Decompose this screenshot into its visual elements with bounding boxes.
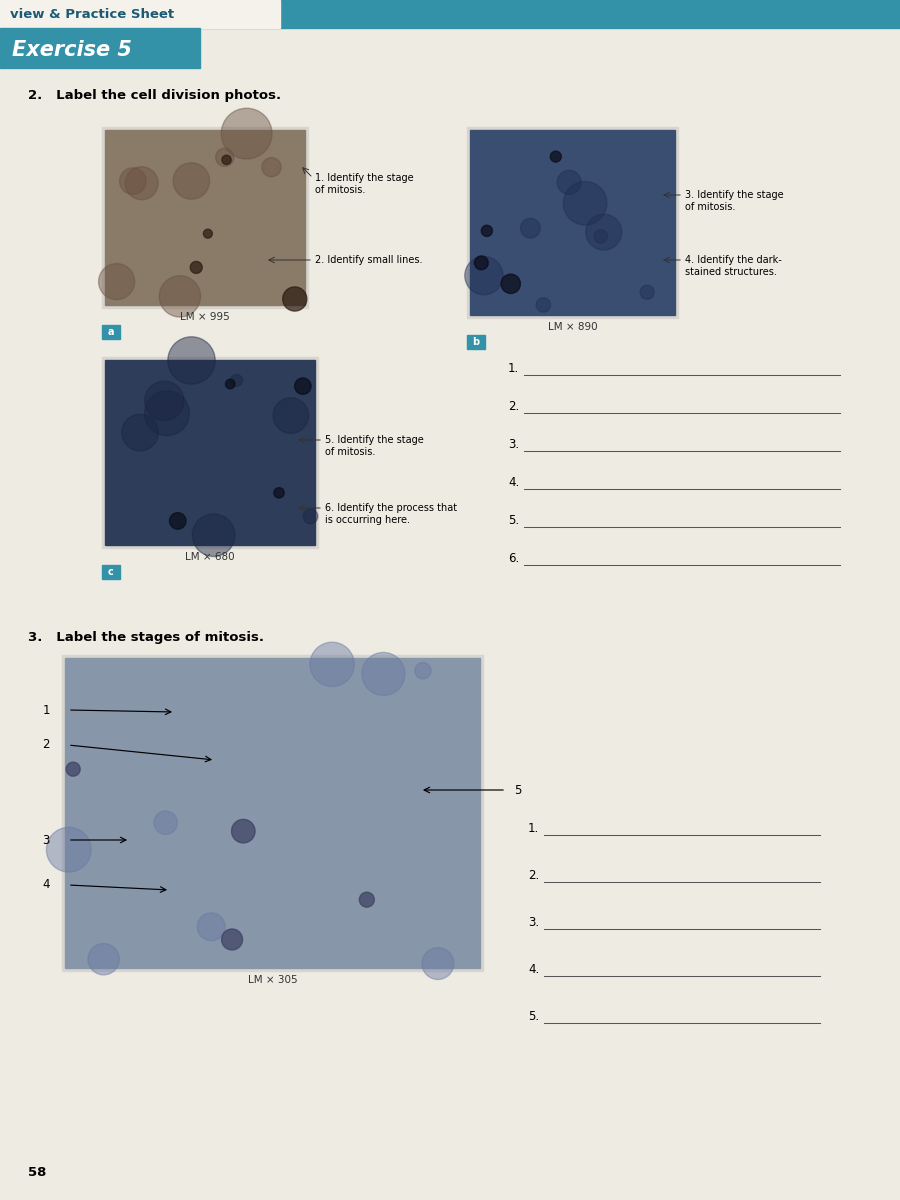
Bar bbox=[102, 358, 318, 548]
Bar bbox=[0, 28, 200, 68]
Circle shape bbox=[221, 108, 272, 160]
Circle shape bbox=[274, 487, 284, 498]
Text: 4: 4 bbox=[42, 878, 50, 892]
Text: LM × 680: LM × 680 bbox=[185, 552, 235, 562]
Text: Exercise 5: Exercise 5 bbox=[12, 40, 132, 60]
Circle shape bbox=[359, 892, 374, 907]
Circle shape bbox=[216, 148, 234, 167]
Text: view & Practice Sheet: view & Practice Sheet bbox=[10, 7, 174, 20]
Circle shape bbox=[120, 168, 146, 194]
Text: a: a bbox=[108, 326, 114, 337]
Circle shape bbox=[474, 256, 488, 270]
Circle shape bbox=[294, 378, 311, 395]
Circle shape bbox=[362, 653, 405, 696]
Text: 5.: 5. bbox=[528, 1010, 539, 1022]
Circle shape bbox=[557, 170, 581, 194]
Circle shape bbox=[167, 337, 215, 384]
Bar bbox=[105, 360, 315, 545]
Bar bbox=[470, 130, 675, 314]
Text: 2: 2 bbox=[42, 738, 50, 751]
Circle shape bbox=[586, 214, 622, 250]
Circle shape bbox=[190, 262, 203, 274]
Circle shape bbox=[501, 274, 520, 294]
Text: 3. Identify the stage
of mitosis.: 3. Identify the stage of mitosis. bbox=[685, 190, 784, 211]
Text: 58: 58 bbox=[28, 1165, 47, 1178]
Bar bbox=[102, 325, 120, 338]
Circle shape bbox=[640, 286, 654, 299]
Bar bbox=[0, 0, 280, 28]
Text: 6.: 6. bbox=[508, 552, 519, 565]
Text: 1.: 1. bbox=[508, 362, 519, 374]
Text: 4.: 4. bbox=[528, 962, 539, 976]
Text: 2.: 2. bbox=[508, 400, 519, 413]
Text: 1: 1 bbox=[42, 703, 50, 716]
Text: 6. Identify the process that
is occurring here.: 6. Identify the process that is occurrin… bbox=[325, 503, 457, 524]
Circle shape bbox=[231, 820, 255, 842]
Text: 3: 3 bbox=[42, 834, 50, 846]
Text: 2.: 2. bbox=[528, 869, 539, 882]
Bar bbox=[467, 335, 485, 349]
Text: LM × 995: LM × 995 bbox=[180, 312, 230, 322]
Text: LM × 890: LM × 890 bbox=[548, 322, 598, 332]
Circle shape bbox=[230, 374, 242, 386]
Text: 1. Identify the stage
of mitosis.: 1. Identify the stage of mitosis. bbox=[315, 173, 414, 194]
Circle shape bbox=[173, 163, 210, 199]
Text: 2. Identify small lines.: 2. Identify small lines. bbox=[315, 254, 422, 265]
Circle shape bbox=[193, 514, 235, 557]
Text: 4.: 4. bbox=[508, 476, 519, 490]
Circle shape bbox=[550, 151, 562, 162]
Circle shape bbox=[125, 167, 158, 199]
Circle shape bbox=[122, 414, 158, 451]
Circle shape bbox=[88, 943, 120, 974]
Circle shape bbox=[482, 226, 492, 236]
Circle shape bbox=[226, 379, 235, 389]
Bar bbox=[62, 655, 483, 971]
Circle shape bbox=[464, 257, 503, 295]
Circle shape bbox=[222, 155, 231, 164]
Text: 1.: 1. bbox=[528, 822, 539, 835]
Circle shape bbox=[221, 929, 243, 950]
Circle shape bbox=[536, 298, 551, 312]
Text: c: c bbox=[108, 566, 114, 577]
Bar bbox=[102, 565, 120, 578]
Bar bbox=[467, 127, 678, 318]
Text: 4. Identify the dark-
stained structures.: 4. Identify the dark- stained structures… bbox=[685, 254, 782, 276]
Text: 2.   Label the cell division photos.: 2. Label the cell division photos. bbox=[28, 89, 281, 102]
Circle shape bbox=[262, 157, 281, 176]
Circle shape bbox=[66, 762, 80, 776]
Text: 5: 5 bbox=[514, 784, 521, 797]
Text: 5. Identify the stage
of mitosis.: 5. Identify the stage of mitosis. bbox=[325, 434, 424, 456]
Circle shape bbox=[415, 662, 431, 679]
Circle shape bbox=[310, 642, 355, 686]
Circle shape bbox=[203, 229, 212, 238]
Circle shape bbox=[197, 913, 225, 941]
Circle shape bbox=[47, 827, 91, 872]
Text: LM × 305: LM × 305 bbox=[248, 974, 297, 985]
Text: b: b bbox=[472, 337, 480, 347]
Circle shape bbox=[520, 218, 540, 238]
Text: 3.: 3. bbox=[528, 916, 539, 929]
Circle shape bbox=[422, 948, 454, 979]
Circle shape bbox=[154, 811, 177, 834]
Bar bbox=[0, 0, 900, 28]
Circle shape bbox=[99, 264, 135, 300]
Circle shape bbox=[159, 276, 201, 317]
Circle shape bbox=[594, 229, 608, 244]
Bar bbox=[102, 127, 308, 308]
Circle shape bbox=[563, 181, 607, 226]
Bar bbox=[65, 658, 480, 968]
Circle shape bbox=[303, 509, 318, 523]
Circle shape bbox=[145, 382, 184, 421]
Text: 3.   Label the stages of mitosis.: 3. Label the stages of mitosis. bbox=[28, 631, 264, 644]
Circle shape bbox=[144, 391, 189, 436]
Circle shape bbox=[283, 287, 307, 311]
Text: 5.: 5. bbox=[508, 514, 519, 527]
Bar bbox=[105, 130, 305, 305]
Circle shape bbox=[273, 397, 309, 433]
Text: 3.: 3. bbox=[508, 438, 519, 451]
Circle shape bbox=[169, 512, 186, 529]
